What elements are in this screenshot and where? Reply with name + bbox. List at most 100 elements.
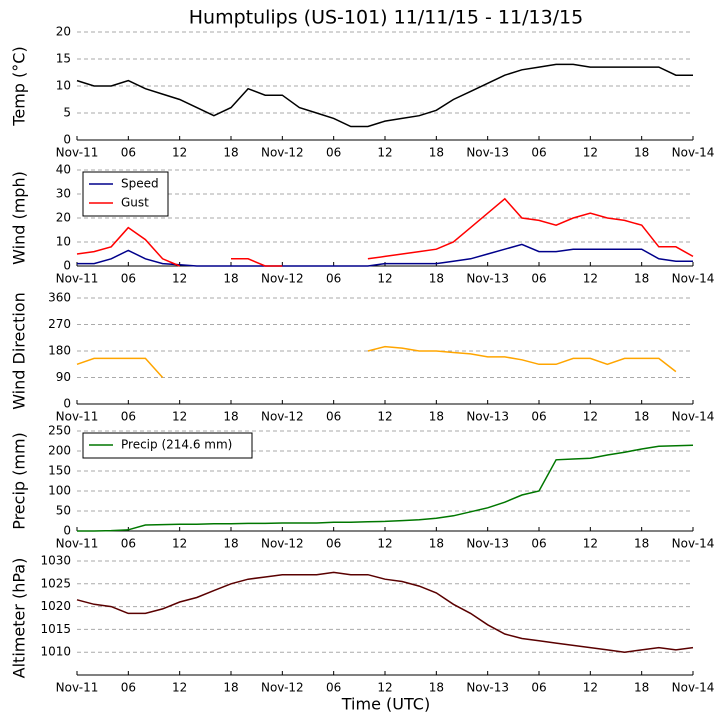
x-tick-label: 18: [634, 146, 649, 160]
x-tick-label: 06: [531, 681, 546, 695]
x-tick-label: 06: [121, 272, 136, 286]
x-tick-label: Nov-11: [56, 146, 99, 160]
y-tick-label: 15: [56, 52, 71, 66]
y-axis-label: Wind Direction: [10, 292, 29, 410]
series-line: [77, 243, 693, 267]
x-tick-label: Nov-12: [261, 410, 304, 424]
x-tick-label: Nov-11: [56, 410, 99, 424]
series-line: [76, 63, 693, 128]
x-tick-label: Nov-13: [466, 146, 509, 160]
x-tick-label: 18: [429, 681, 444, 695]
series-line: [77, 444, 694, 532]
x-tick-label: 18: [223, 410, 238, 424]
y-tick-label: 270: [48, 317, 71, 331]
x-tick-label: 18: [429, 146, 444, 160]
x-tick-label: 18: [634, 272, 649, 286]
x-tick-label: Nov-11: [56, 681, 99, 695]
y-axis-label: Precip (mm): [10, 432, 29, 530]
x-tick-label: Nov-14: [672, 681, 715, 695]
y-tick-label: 150: [48, 464, 71, 478]
x-tick-label: 12: [583, 410, 598, 424]
x-tick-label: 12: [172, 272, 187, 286]
y-axis-label: Altimeter (hPa): [10, 558, 29, 679]
x-tick-label: 18: [634, 537, 649, 551]
x-tick-label: 12: [172, 410, 187, 424]
y-tick-label: 1020: [40, 599, 71, 613]
y-tick-label: 100: [48, 484, 71, 498]
x-tick-label: 12: [377, 681, 392, 695]
x-tick-label: Nov-13: [466, 537, 509, 551]
y-tick-label: 20: [56, 25, 71, 39]
y-tick-label: 1015: [40, 622, 71, 636]
x-tick-label: 06: [326, 272, 341, 286]
x-tick-label: 12: [583, 146, 598, 160]
y-axis-label: Temp (°C): [10, 46, 29, 126]
x-tick-label: 18: [429, 272, 444, 286]
x-tick-label: 18: [429, 410, 444, 424]
y-tick-label: 50: [56, 504, 71, 518]
y-axis-label: Wind (mph): [10, 171, 29, 265]
series-line: [76, 345, 677, 379]
y-tick-label: 10: [56, 79, 71, 93]
x-tick-label: 18: [223, 146, 238, 160]
y-tick-label: 0: [63, 133, 71, 147]
y-tick-label: 250: [48, 424, 71, 438]
x-tick-label: 18: [429, 537, 444, 551]
x-tick-label: 06: [121, 146, 136, 160]
x-tick-label: Nov-13: [466, 681, 509, 695]
y-tick-label: 40: [56, 163, 71, 177]
y-tick-label: 10: [56, 235, 71, 249]
y-tick-label: 1025: [40, 576, 71, 590]
legend: Precip (214.6 mm): [82, 432, 253, 459]
series-line: [76, 197, 694, 267]
y-tick-label: 0: [63, 524, 71, 538]
x-tick-label: 18: [634, 681, 649, 695]
y-tick-label: 1010: [40, 645, 71, 659]
y-tick-label: 200: [48, 444, 71, 458]
x-tick-label: Nov-12: [261, 146, 304, 160]
x-tick-label: Nov-13: [466, 272, 509, 286]
x-tick-label: Nov-14: [672, 410, 715, 424]
x-tick-label: 06: [326, 146, 341, 160]
x-tick-label: 12: [377, 410, 392, 424]
x-tick-label: 06: [326, 681, 341, 695]
y-tick-label: 5: [63, 106, 71, 120]
legend: Speed Gust: [82, 171, 169, 217]
x-tick-label: 12: [172, 146, 187, 160]
x-tick-label: Nov-11: [56, 537, 99, 551]
x-tick-label: 06: [121, 410, 136, 424]
y-tick-label: 0: [63, 397, 71, 411]
x-tick-label: 12: [377, 537, 392, 551]
x-tick-label: 06: [121, 537, 136, 551]
x-tick-label: Nov-13: [466, 410, 509, 424]
x-tick-label: 06: [121, 681, 136, 695]
y-tick-label: 20: [56, 211, 71, 225]
x-tick-label: 06: [531, 410, 546, 424]
x-tick-label: 12: [583, 681, 598, 695]
y-tick-label: 180: [48, 344, 71, 358]
series-line: [76, 571, 694, 653]
x-tick-label: 12: [583, 272, 598, 286]
y-tick-label: 1030: [40, 554, 71, 568]
x-tick-label: 12: [172, 537, 187, 551]
x-tick-label: 06: [326, 537, 341, 551]
y-tick-label: 0: [63, 259, 71, 273]
x-tick-label: Nov-12: [261, 681, 304, 695]
x-tick-label: 12: [377, 146, 392, 160]
x-tick-label: Nov-11: [56, 272, 99, 286]
x-tick-label: Nov-14: [672, 537, 715, 551]
x-tick-label: 06: [531, 272, 546, 286]
legend-label: Speed: [121, 177, 159, 191]
legend-box: [82, 171, 169, 217]
x-tick-label: 18: [634, 410, 649, 424]
legend-label: Precip (214.6 mm): [121, 438, 232, 452]
x-tick-label: 18: [223, 272, 238, 286]
y-tick-label: 30: [56, 187, 71, 201]
y-tick-label: 90: [56, 370, 71, 384]
y-tick-label: 360: [48, 291, 71, 305]
x-axis-label: Time (UTC): [341, 695, 430, 714]
x-tick-label: 12: [172, 681, 187, 695]
x-tick-label: 12: [583, 537, 598, 551]
x-tick-label: 06: [326, 410, 341, 424]
